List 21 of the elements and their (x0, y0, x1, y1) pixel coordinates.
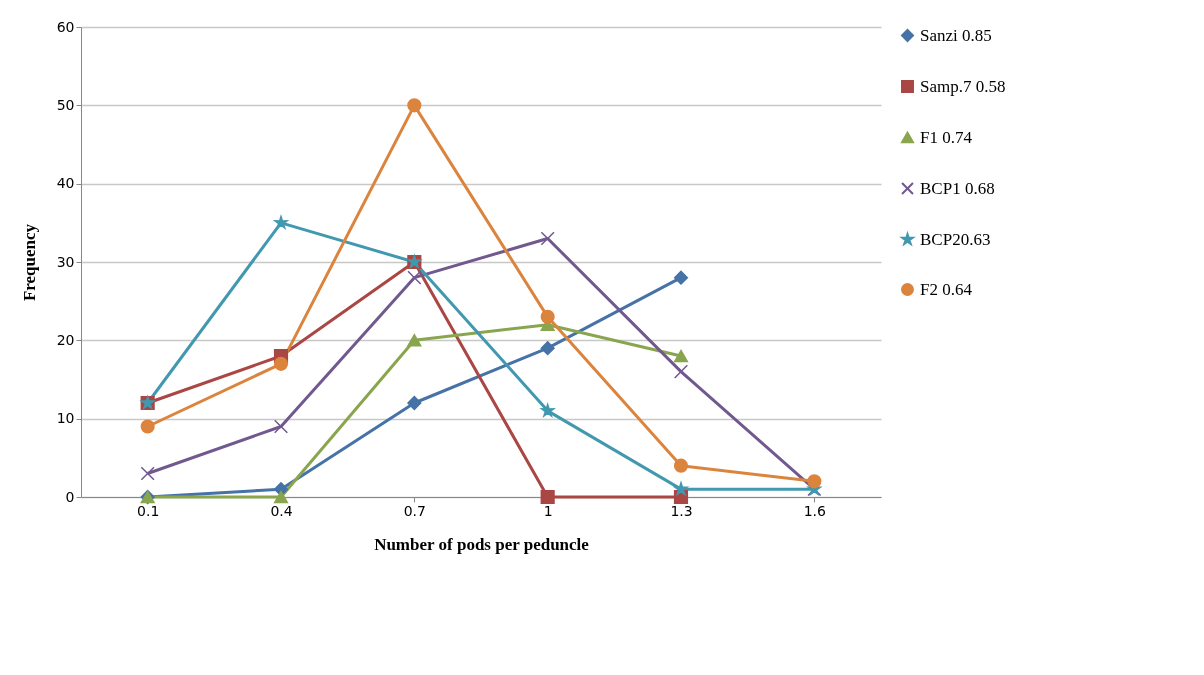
legend-label: F2 0.64 (920, 279, 973, 299)
x-tick-label: 1 (543, 502, 553, 519)
y-tick-label: 30 (56, 253, 75, 270)
y-tick-label: 20 (56, 331, 75, 348)
y-tick-label: 0 (65, 488, 75, 505)
x-axis-title: Number of pods per peduncle (374, 534, 590, 554)
y-axis-title: Frequency (19, 223, 39, 302)
legend-label: Sanzi 0.85 (920, 25, 992, 45)
legend-label: Samp.7 0.58 (920, 76, 1006, 96)
y-tick-label: 60 (56, 18, 75, 35)
legend-label: F1 0.74 (920, 127, 973, 147)
y-tick-label: 40 (56, 175, 75, 192)
legend-label: BCP1 0.68 (920, 178, 995, 198)
y-tick-label: 10 (56, 410, 75, 427)
legend-label: BCP20.63 (920, 229, 991, 249)
x-tick-label: 1.3 (670, 502, 693, 519)
y-tick-label: 50 (56, 96, 75, 113)
x-tick-label: 0.7 (403, 502, 426, 519)
x-tick-label: 0.1 (137, 502, 160, 519)
x-tick-label: 0.4 (270, 502, 293, 519)
x-tick-label: 1.6 (803, 502, 827, 519)
